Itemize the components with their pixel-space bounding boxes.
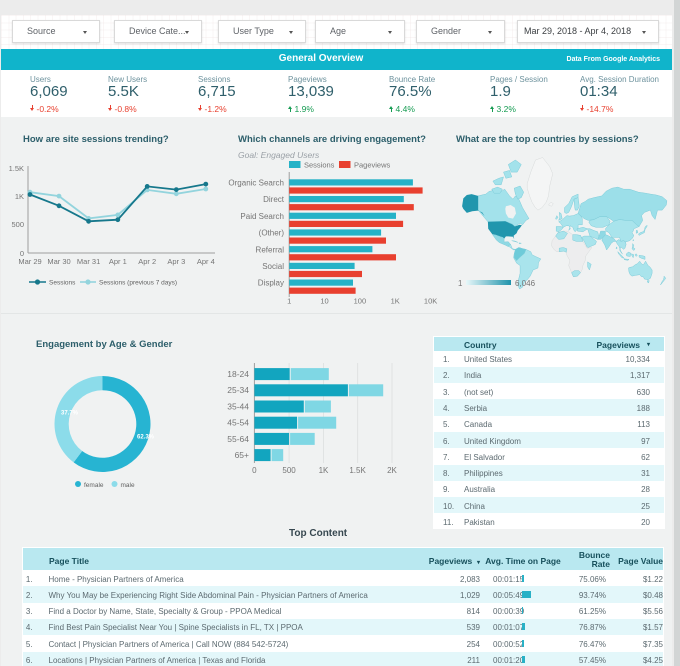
svg-text:1.5K: 1.5K xyxy=(349,466,366,475)
svg-text:0: 0 xyxy=(252,466,257,475)
svg-text:Apr 1: Apr 1 xyxy=(109,257,127,266)
svg-text:Apr 2: Apr 2 xyxy=(138,257,156,266)
svg-text:Sessions (previous 7 days): Sessions (previous 7 days) xyxy=(99,280,177,287)
svg-text:1: 1 xyxy=(458,279,463,288)
svg-text:0: 0 xyxy=(20,249,24,258)
svg-text:1K: 1K xyxy=(319,466,329,475)
svg-text:Apr 4: Apr 4 xyxy=(197,257,215,266)
svg-text:500: 500 xyxy=(11,220,24,229)
svg-text:Apr 3: Apr 3 xyxy=(167,257,185,266)
svg-text:10: 10 xyxy=(320,297,328,306)
svg-text:25-34: 25-34 xyxy=(227,385,249,395)
svg-text:male: male xyxy=(121,482,135,489)
svg-text:Direct: Direct xyxy=(263,195,285,204)
svg-text:1K: 1K xyxy=(15,192,24,201)
svg-text:1: 1 xyxy=(287,297,291,306)
svg-text:(Other): (Other) xyxy=(259,229,285,238)
svg-text:Sessions: Sessions xyxy=(49,280,76,287)
svg-text:65+: 65+ xyxy=(235,450,249,460)
svg-text:Paid Search: Paid Search xyxy=(240,212,284,221)
svg-text:Referral: Referral xyxy=(256,245,285,254)
svg-text:Sessions: Sessions xyxy=(304,161,335,170)
svg-text:500: 500 xyxy=(282,466,296,475)
svg-text:1K: 1K xyxy=(391,297,400,306)
svg-text:10K: 10K xyxy=(424,297,437,306)
svg-text:45-54: 45-54 xyxy=(227,418,249,428)
svg-text:Mar 31: Mar 31 xyxy=(77,257,100,266)
svg-text:1.5K: 1.5K xyxy=(9,164,24,173)
svg-text:2K: 2K xyxy=(387,466,397,475)
svg-text:Mar 29: Mar 29 xyxy=(18,257,41,266)
svg-text:37.7%: 37.7% xyxy=(61,411,79,417)
svg-text:55-64: 55-64 xyxy=(227,434,249,444)
svg-text:6,046: 6,046 xyxy=(515,279,536,288)
svg-text:100: 100 xyxy=(354,297,367,306)
svg-text:Pageviews: Pageviews xyxy=(354,161,391,170)
svg-text:Display: Display xyxy=(258,279,284,288)
svg-text:Social: Social xyxy=(262,262,284,271)
svg-text:Mar 30: Mar 30 xyxy=(47,257,70,266)
svg-text:18-24: 18-24 xyxy=(227,369,249,379)
svg-text:Organic Search: Organic Search xyxy=(228,179,284,188)
svg-text:62.3%: 62.3% xyxy=(137,435,155,441)
svg-text:female: female xyxy=(84,482,104,489)
svg-text:35-44: 35-44 xyxy=(227,401,249,411)
